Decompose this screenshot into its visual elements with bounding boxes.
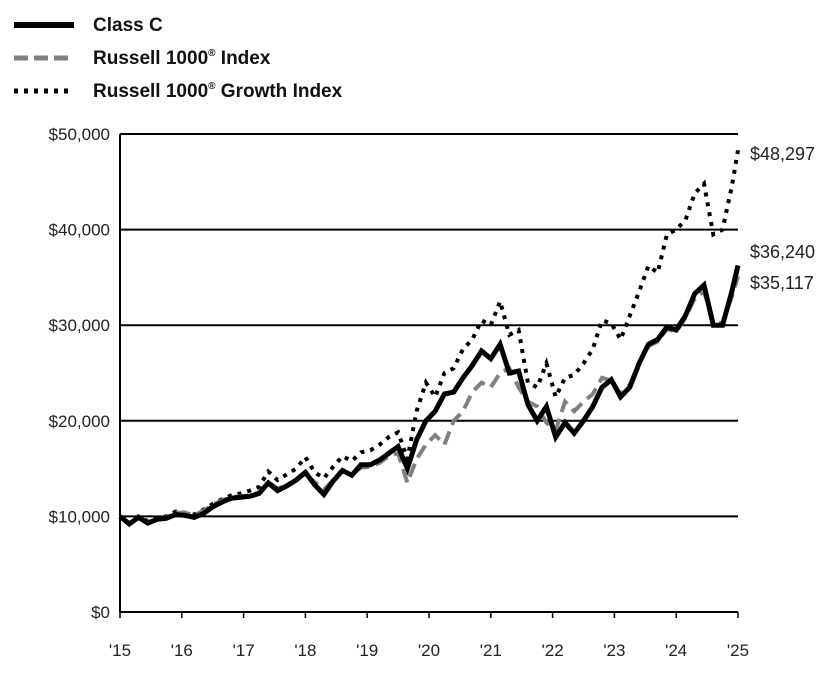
end-value-label: $35,117 (750, 273, 814, 293)
x-tick-label: '18 (294, 641, 316, 660)
legend-label: Russell 1000® Index (93, 48, 271, 69)
x-tick-label: '22 (542, 641, 564, 660)
x-tick-label: '15 (109, 641, 131, 660)
x-tick-label: '24 (665, 641, 687, 660)
series-line-solid (118, 264, 741, 528)
series-line-dotted (118, 149, 740, 526)
x-axis-tick-labels: '15 '16 '17 '18 '19 '20 '21 '22 '23 '24 '25 (109, 612, 749, 660)
x-tick-label: '21 (480, 641, 502, 660)
x-tick-label: '19 (356, 641, 378, 660)
x-tick-label: '25 (727, 641, 749, 660)
y-tick-label: $20,000 (49, 412, 110, 431)
x-tick-label: '16 (171, 641, 193, 660)
y-tick-label: $40,000 (49, 221, 110, 240)
series-lines (118, 149, 741, 528)
gridlines (119, 133, 738, 613)
series-line-dashed (118, 275, 740, 526)
x-tick-label: '23 (603, 641, 625, 660)
y-tick-label: $0 (91, 603, 110, 622)
y-axis-tick-labels: $0 $10,000 $20,000 $30,000 $40,000 $50,000 (49, 125, 110, 622)
y-tick-label: $30,000 (49, 316, 110, 335)
end-value-label: $36,240 (750, 242, 815, 262)
x-tick-label: '17 (233, 641, 255, 660)
end-value-labels: $48,297 $36,240 $35,117 (750, 144, 815, 293)
end-value-label: $48,297 (750, 144, 815, 164)
y-tick-label: $10,000 (49, 507, 110, 526)
x-tick-label: '20 (418, 641, 440, 660)
y-tick-label: $50,000 (49, 125, 110, 144)
legend-label: Class C (93, 15, 163, 36)
legend-label: Russell 1000® Growth Index (93, 81, 343, 102)
legend: Class C Russell 1000® Index Russell 1000® … (14, 15, 343, 102)
